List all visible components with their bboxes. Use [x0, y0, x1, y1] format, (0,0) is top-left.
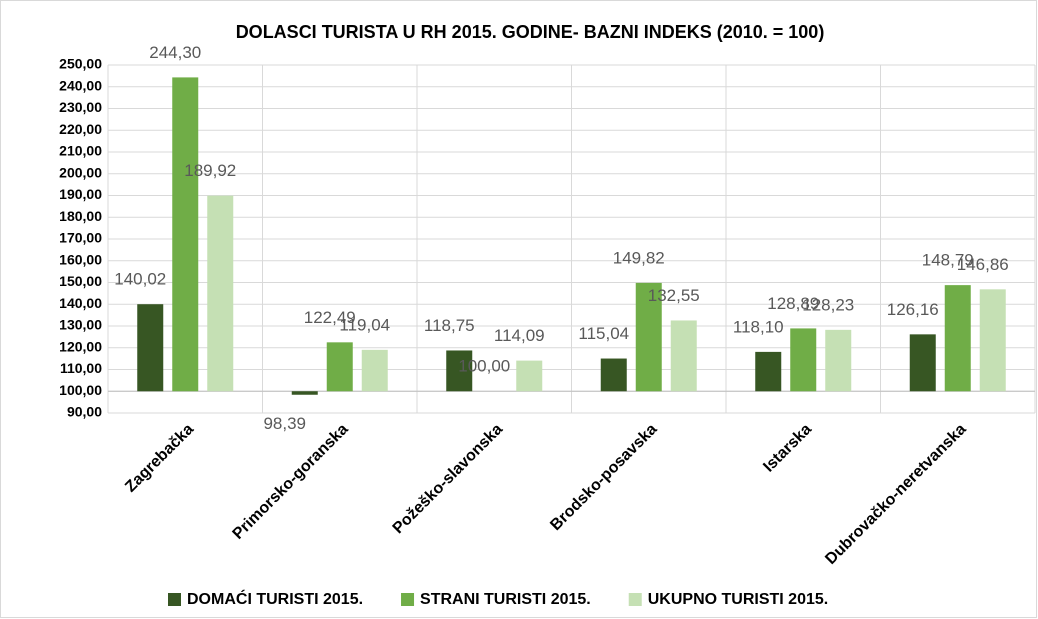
value-label: 115,04	[578, 324, 629, 343]
y-tick-label: 120,00	[59, 338, 102, 354]
value-label: 132,55	[648, 286, 700, 305]
bar	[446, 350, 473, 392]
y-tick-label: 250,00	[59, 56, 102, 72]
bar	[790, 328, 817, 392]
bar	[635, 282, 662, 392]
y-tick-label: 160,00	[59, 251, 102, 267]
y-tick-label: 200,00	[59, 164, 102, 180]
bar	[516, 360, 543, 392]
legend-label: UKUPNO TURISTI 2015.	[648, 591, 828, 608]
y-tick-label: 100,00	[59, 382, 102, 398]
bar	[979, 289, 1006, 392]
value-label: 114,09	[494, 326, 545, 345]
bar	[600, 358, 627, 392]
bar	[825, 329, 852, 392]
value-label: 128,89	[767, 294, 819, 313]
value-label: 119,04	[339, 315, 390, 334]
bar	[207, 195, 234, 392]
value-label: 244,30	[149, 43, 201, 62]
y-tick-label: 230,00	[59, 99, 102, 115]
legend-swatch	[628, 593, 642, 606]
legend-swatch	[401, 593, 415, 606]
legend-label: STRANI TURISTI 2015.	[420, 591, 591, 608]
value-label: 126,16	[887, 300, 939, 319]
y-tick-label: 210,00	[59, 143, 102, 159]
legend-label: DOMAĆI TURISTI 2015.	[187, 589, 363, 608]
chart-title: DOLASCI TURISTA U RH 2015. GODINE- BAZNI…	[236, 22, 825, 42]
value-label: 122,49	[304, 308, 356, 327]
y-tick-label: 150,00	[59, 273, 102, 289]
legend-swatch	[168, 593, 181, 606]
y-tick-label: 190,00	[59, 186, 102, 202]
value-label: 98,39	[263, 414, 306, 433]
value-label: 146,86	[957, 255, 1009, 274]
bar	[361, 349, 388, 392]
y-tick-label: 180,00	[59, 208, 102, 224]
y-tick-label: 220,00	[59, 121, 102, 137]
bar	[670, 320, 697, 392]
value-label: 189,92	[184, 161, 236, 180]
bar	[909, 334, 936, 392]
value-label: 148,79	[922, 251, 974, 270]
y-tick-label: 140,00	[59, 295, 102, 311]
y-tick-label: 240,00	[59, 77, 102, 93]
value-label: 140,02	[114, 270, 166, 289]
bar	[291, 391, 318, 395]
y-tick-label: 130,00	[59, 317, 102, 333]
value-label: 118,10	[733, 317, 784, 336]
value-label: 100,00	[458, 357, 510, 376]
bar	[755, 351, 782, 392]
bar	[326, 342, 353, 392]
bar	[172, 77, 199, 392]
bar	[944, 285, 971, 392]
value-label: 128,23	[802, 295, 854, 314]
value-label: 149,82	[613, 248, 665, 267]
y-tick-label: 90,00	[67, 404, 102, 420]
y-tick-label: 110,00	[60, 360, 102, 376]
value-label: 118,75	[424, 316, 475, 335]
bar	[137, 304, 164, 392]
y-tick-label: 170,00	[59, 230, 102, 246]
